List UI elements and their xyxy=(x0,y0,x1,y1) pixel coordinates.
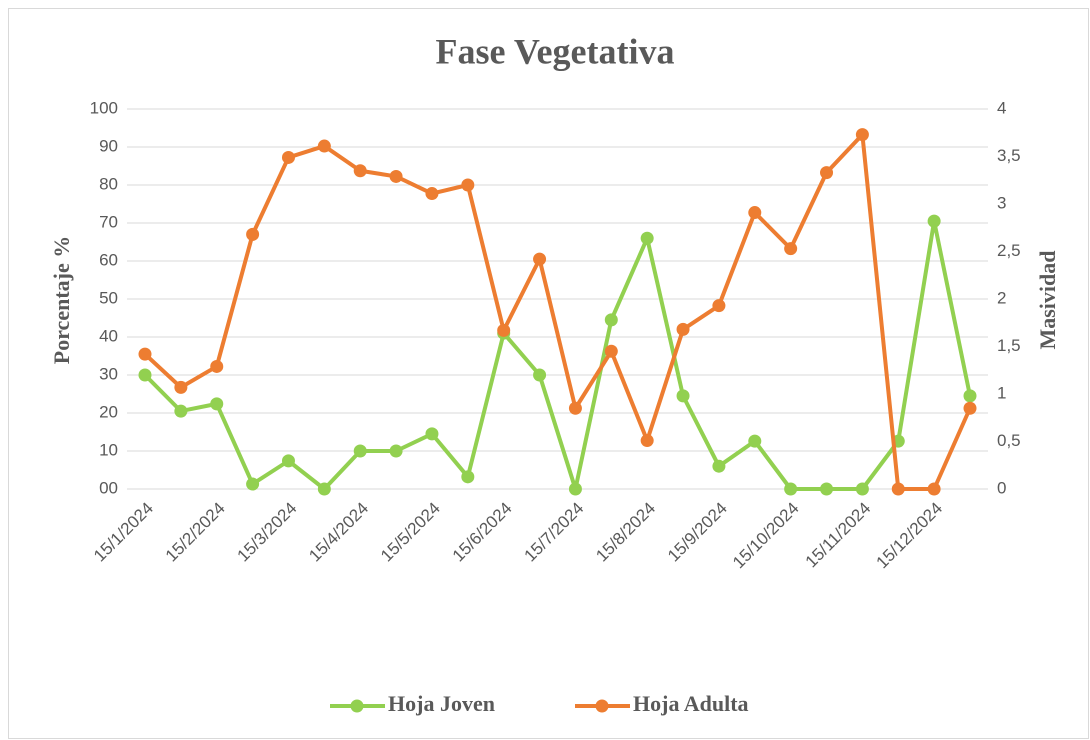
y2-tick-label: 4 xyxy=(997,98,1006,117)
point xyxy=(963,401,977,415)
legend-marker xyxy=(595,699,609,713)
point xyxy=(138,347,152,361)
series-line xyxy=(143,132,972,491)
y-tick-label: 70 xyxy=(99,212,118,231)
point xyxy=(568,401,582,415)
y-tick-label: 100 xyxy=(90,98,118,117)
y2-axis-title: Masividad xyxy=(1035,250,1060,349)
y2-tick-label: 1,5 xyxy=(997,336,1021,355)
point xyxy=(174,380,188,394)
point xyxy=(317,482,331,496)
y-tick-label: 40 xyxy=(99,326,118,345)
point xyxy=(389,169,403,183)
chart-border xyxy=(8,8,1089,739)
point xyxy=(855,482,869,496)
point xyxy=(604,313,618,327)
legend-label: Hoja Adulta xyxy=(633,691,749,716)
legend-label: Hoja Joven xyxy=(388,691,495,716)
point xyxy=(210,397,224,411)
point xyxy=(281,454,295,468)
point xyxy=(281,150,295,164)
point xyxy=(604,344,618,358)
y-tick-label: 20 xyxy=(99,402,118,421)
point xyxy=(891,482,905,496)
point xyxy=(425,427,439,441)
point xyxy=(784,482,798,496)
point xyxy=(820,482,834,496)
y2-tick-label: 0 xyxy=(997,478,1006,497)
point xyxy=(676,389,690,403)
point xyxy=(784,242,798,256)
point xyxy=(963,389,977,403)
point xyxy=(533,368,547,382)
point xyxy=(855,128,869,142)
point xyxy=(712,459,726,473)
point xyxy=(820,166,834,180)
point xyxy=(927,482,941,496)
y-tick-label: 60 xyxy=(99,250,118,269)
y-tick-label: 30 xyxy=(99,364,118,383)
point xyxy=(246,227,260,241)
point xyxy=(640,231,654,245)
point xyxy=(748,206,762,220)
y-tick-label: 90 xyxy=(99,136,118,155)
point xyxy=(389,444,403,458)
y-tick-label: 80 xyxy=(99,174,118,193)
point xyxy=(461,470,475,484)
y-tick-label: 10 xyxy=(99,440,118,459)
point xyxy=(497,323,511,337)
point xyxy=(317,139,331,153)
point xyxy=(210,359,224,373)
y2-tick-label: 2 xyxy=(997,288,1006,307)
y-tick-label: 00 xyxy=(99,478,118,497)
y2-tick-label: 1 xyxy=(997,383,1006,402)
y2-tick-label: 2,5 xyxy=(997,241,1021,260)
point xyxy=(174,404,188,418)
point xyxy=(712,299,726,313)
y2-tick-label: 0,5 xyxy=(997,431,1021,450)
chart-title: Fase Vegetativa xyxy=(436,31,675,71)
point xyxy=(533,252,547,266)
point xyxy=(138,368,152,382)
point xyxy=(748,434,762,448)
point xyxy=(640,434,654,448)
y-axis-title: Porcentaje % xyxy=(49,236,74,365)
legend-marker xyxy=(350,699,364,713)
point xyxy=(461,178,475,192)
y2-tick-label: 3,5 xyxy=(997,146,1021,165)
y2-tick-label: 3 xyxy=(997,193,1006,212)
point xyxy=(246,477,260,491)
point xyxy=(568,482,582,496)
point xyxy=(353,164,367,178)
point xyxy=(425,187,439,201)
point xyxy=(676,322,690,336)
y-tick-label: 50 xyxy=(99,288,118,307)
point xyxy=(353,444,367,458)
point xyxy=(927,214,941,228)
